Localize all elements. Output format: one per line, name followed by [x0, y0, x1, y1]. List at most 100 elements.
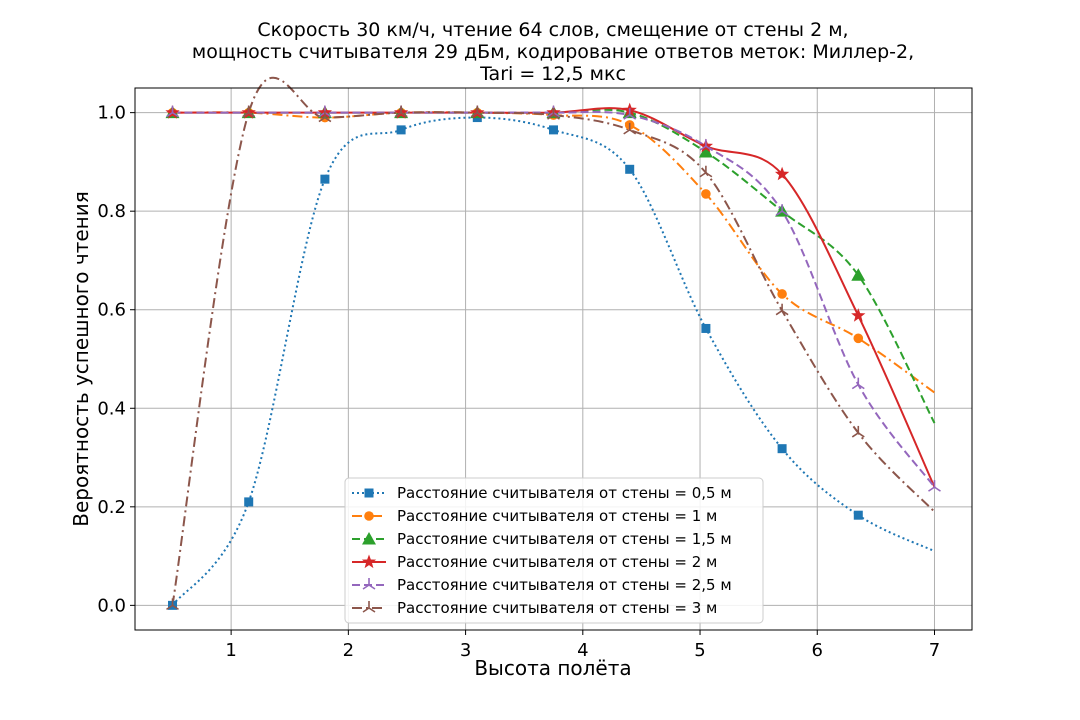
legend-marker-6-stroke: [362, 607, 370, 613]
series-2-point: [853, 333, 864, 344]
series-5-point-stroke: [928, 486, 935, 492]
legend-label-6: Расстояние считывателя от стены = 3 м: [397, 599, 717, 617]
series-5-point: [699, 139, 713, 151]
series-line-5: [172, 110, 936, 488]
series-6-point: [851, 425, 865, 438]
series-line-3: [172, 108, 936, 424]
series-6-point: [699, 165, 713, 178]
series-6-point-stroke: [705, 172, 713, 178]
legend-marker-4: [361, 554, 377, 569]
y-tick-label: 0.2: [97, 497, 126, 518]
series-4-point: [774, 166, 790, 181]
y-tick-label: 0.4: [97, 398, 126, 419]
series-1-point: [777, 444, 787, 454]
series-1-point: [853, 510, 863, 520]
series-6-point-stroke: [857, 432, 865, 438]
y-axis-label: Вероятность успешного чтения: [69, 191, 93, 527]
series-1-point: [625, 164, 635, 174]
x-tick-label: 1: [225, 640, 236, 661]
series-5-point-stroke: [172, 111, 179, 118]
series-6-point: [318, 110, 332, 123]
legend-frame: [344, 477, 764, 624]
series-6-point: [470, 105, 484, 118]
series-5-point-stroke: [623, 114, 631, 120]
series-5-point: [623, 108, 637, 120]
y-tick-label: 0.6: [97, 300, 126, 321]
series-5-point-stroke: [629, 114, 637, 120]
series-5-point-stroke: [781, 210, 789, 216]
legend-label-2: Расстояние считывателя от стены = 1 м: [397, 507, 717, 525]
y-tick-label: 1.0: [97, 103, 126, 124]
series-5-point-stroke: [934, 486, 941, 492]
legend-label-5: Расстояние считывателя от стены = 2,5 м: [397, 576, 732, 594]
series-5-point-stroke: [318, 111, 326, 118]
x-axis-label: Высота полёта: [474, 656, 631, 680]
y-tick-label: 0.8: [97, 201, 126, 222]
chart-title-line-3: Tari = 12,5 мкс: [479, 63, 626, 85]
series-6-point: [775, 303, 789, 316]
legend-label-4: Расстояние считывателя от стены = 2 м: [397, 553, 717, 571]
series-6-point: [623, 122, 637, 135]
series-6-point-stroke: [248, 111, 256, 118]
series-6-point-stroke: [318, 116, 326, 123]
series-6-point-stroke: [775, 310, 783, 316]
series-6-point-stroke: [623, 129, 631, 135]
series-5-point-stroke: [851, 383, 859, 390]
legend-marker-6: [362, 601, 376, 613]
x-tick-label: 2: [343, 640, 354, 661]
series-6-point-stroke: [851, 432, 859, 438]
series-6-point-stroke: [172, 604, 179, 611]
series-1-point: [549, 125, 558, 135]
series-lines: [171, 76, 936, 606]
y-tick-label: 0.0: [97, 595, 126, 616]
series-5-point: [851, 377, 865, 390]
legend-marker-5-stroke: [362, 584, 370, 590]
legend-marker-5: [362, 578, 376, 590]
series-5-point-stroke: [775, 210, 783, 216]
series-6-point-stroke: [242, 111, 250, 118]
series-5-point-stroke: [553, 111, 560, 118]
series-6-point-stroke: [470, 111, 478, 118]
series-3-point: [851, 268, 866, 281]
x-tick-label: 4: [577, 640, 588, 661]
series-6-point: [166, 598, 179, 611]
chart-title: Скорость 30 км/ч, чтение 64 слов, смещен…: [192, 19, 914, 85]
x-tick-label: 7: [929, 640, 940, 661]
series-2-point: [701, 189, 711, 199]
legend-marker-6-stroke: [368, 607, 376, 613]
x-axis: 1 2 3 4 5 6 7: [225, 630, 940, 661]
legend: Расстояние считывателя от стены = 0,5 м Р…: [344, 477, 764, 624]
series-5-point: [166, 105, 179, 118]
legend-marker-3: [362, 532, 376, 545]
x-tick-label: 3: [460, 640, 471, 661]
x-tick-label: 5: [694, 640, 705, 661]
series-6-point: [547, 108, 560, 120]
series-1-point: [320, 174, 330, 184]
legend-marker-5-stroke: [368, 584, 376, 590]
series-markers: [165, 102, 941, 611]
series-5-point-stroke: [699, 145, 707, 151]
series-6-point-stroke: [400, 111, 408, 118]
series-5-point-stroke: [547, 111, 554, 118]
series-6-point-stroke: [553, 114, 560, 120]
series-6-point: [242, 105, 256, 118]
series-line-6: [171, 76, 936, 606]
series-6-point-stroke: [699, 172, 707, 178]
series-5-point-stroke: [857, 383, 865, 390]
legend-marker-1: [364, 488, 374, 498]
series-4-point: [851, 308, 866, 322]
series-1-point: [701, 323, 711, 333]
y-axis: 0.0 0.2 0.4 0.6 0.8 1.0: [97, 103, 135, 616]
legend-label-3: Расстояние считывателя от стены = 1,5 м: [397, 530, 732, 548]
series-2-point: [777, 289, 787, 299]
plot-area-frame: [134, 87, 973, 631]
series-line-2: [172, 111, 936, 394]
legend-label-1: Расстояние считывателя от стены = 0,5 м: [397, 484, 732, 502]
series-5-point: [775, 204, 789, 216]
chart-title-line-2: мощность считывателя 29 дБм, кодирование…: [192, 41, 914, 63]
series-5-point-stroke: [166, 111, 173, 118]
series-6-point-stroke: [324, 116, 332, 123]
series-6-point: [394, 105, 408, 118]
series-1-point: [396, 125, 406, 135]
series-3-point: [698, 145, 713, 158]
